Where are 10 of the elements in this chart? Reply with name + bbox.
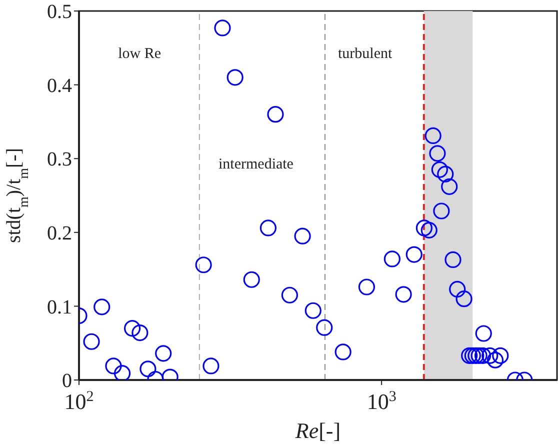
annotation: turbulent [338, 46, 393, 62]
x-axis-title: Re[-] [294, 418, 341, 443]
y-tick-label: 0.4 [47, 74, 72, 97]
x-tick-label: 10$^{3}$ [366, 389, 396, 414]
y-tick-label: 0.3 [47, 148, 72, 171]
annotation: intermediate [218, 156, 294, 173]
y-tick-label: 0.2 [47, 222, 72, 244]
y-tick-label: 0.1 [47, 296, 72, 318]
annotation: low Re [118, 46, 162, 62]
y-tick-label: 0.5 [47, 1, 72, 24]
